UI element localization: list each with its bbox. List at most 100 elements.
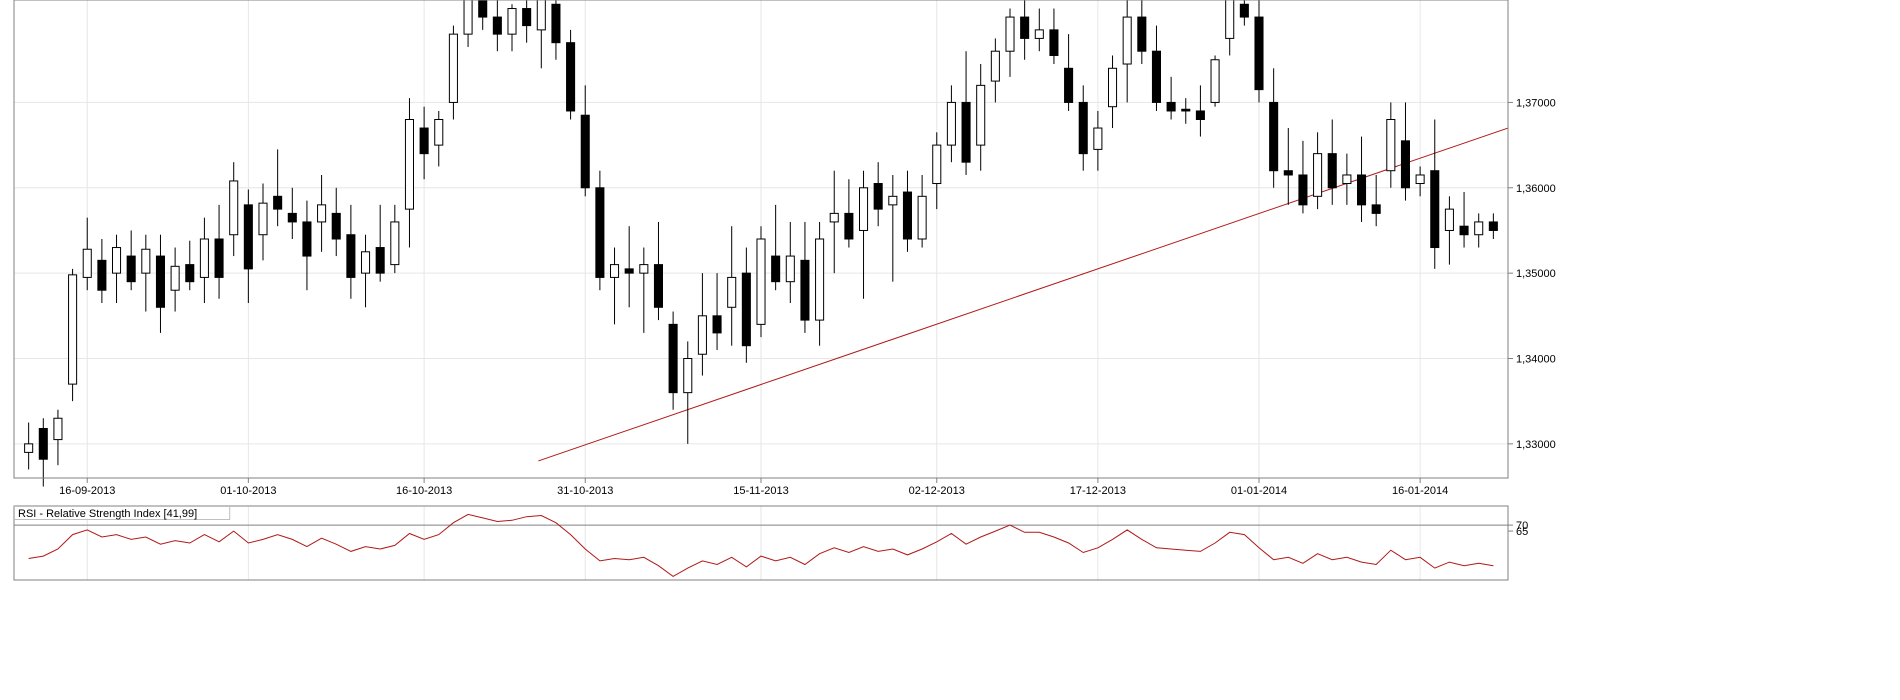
- candle-down: [654, 265, 662, 308]
- rsi-title: RSI - Relative Strength Index [41,99]: [18, 508, 197, 520]
- candle-down: [1401, 141, 1409, 188]
- xtick-label: 16-01-2014: [1392, 485, 1448, 497]
- candle-up: [830, 213, 838, 222]
- candle-down: [1255, 17, 1263, 90]
- ytick-label: 1,36000: [1516, 183, 1556, 195]
- candle-down: [1240, 4, 1248, 17]
- candle-down: [420, 128, 428, 154]
- candle-up: [200, 239, 208, 277]
- candle-down: [625, 269, 633, 273]
- candle-up: [947, 102, 955, 145]
- ytick-label: 1,35000: [1516, 268, 1556, 280]
- candle-up: [1343, 175, 1351, 184]
- candle-up: [918, 196, 926, 239]
- candle-down: [1431, 171, 1439, 248]
- candle-up: [933, 145, 941, 183]
- candle-up: [1006, 17, 1014, 51]
- candle-up: [391, 222, 399, 265]
- candle-down: [962, 102, 970, 162]
- candle-up: [1109, 68, 1117, 106]
- candle-down: [1196, 111, 1204, 120]
- candle-up: [318, 205, 326, 222]
- candle-up: [786, 256, 794, 282]
- candle-down: [303, 222, 311, 256]
- candle-down: [98, 260, 106, 290]
- ytick-label: 1,37000: [1516, 97, 1556, 109]
- candle-down: [772, 256, 780, 282]
- candle-down: [1284, 171, 1292, 175]
- xtick-label: 01-01-2014: [1231, 485, 1287, 497]
- candle-down: [156, 256, 164, 307]
- candle-down: [1489, 222, 1497, 231]
- candle-down: [244, 205, 252, 269]
- xtick-label: 01-10-2013: [220, 485, 276, 497]
- candle-down: [1138, 17, 1146, 51]
- candle-down: [1167, 102, 1175, 111]
- xtick-label: 17-12-2013: [1070, 485, 1126, 497]
- xtick-label: 02-12-2013: [909, 485, 965, 497]
- xtick-label: 31-10-2013: [557, 485, 613, 497]
- candle-down: [874, 184, 882, 210]
- candle-up: [728, 277, 736, 307]
- candle-down: [552, 4, 560, 42]
- candle-up: [1094, 128, 1102, 149]
- candle-up: [611, 265, 619, 278]
- candle-up: [449, 34, 457, 102]
- candle-up: [860, 188, 868, 231]
- ytick-label: 1,33000: [1516, 439, 1556, 451]
- candle-up: [142, 249, 150, 273]
- candle-up: [1475, 222, 1483, 235]
- candle-up: [464, 0, 472, 34]
- candle-up: [259, 203, 267, 235]
- candle-down: [1065, 68, 1073, 102]
- candle-down: [1358, 175, 1366, 205]
- candle-down: [581, 115, 589, 188]
- candle-down: [288, 213, 296, 222]
- candle-up: [362, 252, 370, 273]
- candle-up: [991, 51, 999, 81]
- candle-up: [171, 266, 179, 290]
- ytick-label: 1,34000: [1516, 354, 1556, 366]
- candle-down: [1050, 30, 1058, 56]
- candle-down: [1328, 154, 1336, 188]
- xtick-label: 15-11-2013: [733, 485, 788, 497]
- candle-up: [537, 0, 545, 30]
- rsi-ytick-label: 65: [1516, 526, 1528, 538]
- candle-down: [215, 239, 223, 277]
- candle-down: [376, 248, 384, 274]
- candle-down: [1182, 109, 1190, 111]
- candle-up: [1226, 0, 1234, 38]
- candle-down: [1460, 226, 1468, 235]
- candle-up: [1387, 120, 1395, 171]
- candle-down: [801, 260, 809, 320]
- candle-up: [25, 444, 33, 453]
- candle-down: [1270, 102, 1278, 170]
- candle-up: [757, 239, 765, 324]
- candle-down: [274, 196, 282, 209]
- candle-down: [479, 0, 487, 17]
- candle-up: [1123, 17, 1131, 64]
- candle-up: [889, 196, 897, 205]
- candle-down: [332, 213, 340, 239]
- candle-up: [83, 249, 91, 277]
- candle-down: [347, 235, 355, 278]
- candle-down: [567, 43, 575, 111]
- candle-down: [1152, 51, 1160, 102]
- candle-down: [127, 256, 135, 282]
- candle-up: [640, 265, 648, 274]
- candle-up: [1211, 60, 1219, 103]
- candle-up: [977, 85, 985, 145]
- candle-up: [698, 316, 706, 354]
- candle-up: [230, 181, 238, 235]
- candle-up: [1035, 30, 1043, 39]
- candle-down: [596, 188, 604, 278]
- candle-down: [1079, 102, 1087, 153]
- candle-down: [39, 428, 47, 459]
- candle-up: [113, 248, 121, 274]
- candle-down: [713, 316, 721, 333]
- candle-down: [493, 17, 501, 34]
- candle-down: [1021, 17, 1029, 38]
- candle-up: [1416, 175, 1424, 184]
- candle-down: [845, 213, 853, 239]
- candle-up: [508, 9, 516, 35]
